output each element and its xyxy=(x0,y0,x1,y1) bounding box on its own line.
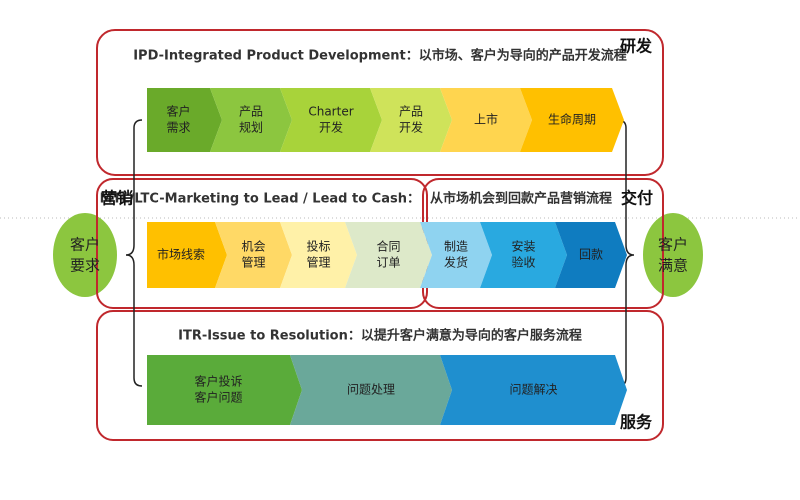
step-label: 客户 xyxy=(166,104,190,119)
step-label: 问题解决 xyxy=(509,383,557,397)
process-step xyxy=(147,355,302,425)
delivery-label: 交付 xyxy=(621,189,653,208)
circle-left-text: 要求 xyxy=(70,257,100,275)
step-label: 安装 xyxy=(511,239,535,254)
circle-left-text: 客户 xyxy=(70,236,100,254)
step-label: 投标 xyxy=(306,239,330,254)
step-label: 上市 xyxy=(474,112,498,127)
step-label: 客户投诉 xyxy=(194,374,242,389)
rd-box xyxy=(96,29,664,176)
step-label: 开发 xyxy=(399,120,423,135)
bracket-right xyxy=(617,119,635,387)
step-label: Charter xyxy=(308,105,353,119)
marketing-title: MTL/LTC-Marketing to Lead / Lead to Cash… xyxy=(100,192,420,207)
step-label: 制造 xyxy=(444,240,468,254)
bracket-left xyxy=(125,119,143,387)
step-label: 管理 xyxy=(241,255,265,270)
process-step xyxy=(210,88,292,152)
process-step xyxy=(440,355,627,425)
process-step xyxy=(440,88,532,152)
step-label: 产品 xyxy=(399,105,423,119)
step-label: 生命周期 xyxy=(548,112,596,127)
step-label: 回款 xyxy=(579,248,603,262)
process-step xyxy=(147,222,227,288)
process-step xyxy=(280,88,382,152)
step-label: 管理 xyxy=(306,255,330,270)
step-label: 订单 xyxy=(376,256,400,270)
rd-label: 研发 xyxy=(620,37,653,56)
step-label: 发货 xyxy=(444,255,468,270)
service-title: ITR-Issue to Resolution：以提升客户满意为导向的客户服务流… xyxy=(178,328,582,344)
step-label: 市场线索 xyxy=(157,247,205,262)
step-label: 开发 xyxy=(319,120,343,135)
step-label: 客户问题 xyxy=(194,390,242,405)
step-label: 验收 xyxy=(511,255,535,270)
step-label: 合同 xyxy=(376,239,400,254)
service-box xyxy=(96,310,664,441)
process-step xyxy=(520,88,624,152)
rd-title: IPD-Integrated Product Development：以市场、客… xyxy=(133,48,627,64)
circle-right xyxy=(643,213,703,297)
circle-left xyxy=(53,213,117,297)
step-label: 产品 xyxy=(239,105,263,119)
circle-right-text: 满意 xyxy=(658,257,688,275)
process-step xyxy=(370,88,452,152)
step-label: 问题处理 xyxy=(347,383,395,397)
process-step xyxy=(215,222,292,288)
marketing-label: 营销 xyxy=(101,189,133,208)
process-step xyxy=(280,222,357,288)
step-label: 规划 xyxy=(239,120,263,135)
process-step xyxy=(290,355,452,425)
delivery-title: 从市场机会到回款产品营销流程 xyxy=(430,191,612,207)
step-label: 机会 xyxy=(241,240,265,254)
circle-right-text: 客户 xyxy=(658,236,688,254)
process-step xyxy=(147,88,222,152)
process-step xyxy=(345,222,432,288)
process-step xyxy=(480,222,567,288)
process-step xyxy=(420,222,492,288)
process-step xyxy=(555,222,627,288)
step-label: 需求 xyxy=(166,121,190,135)
service-label: 服务 xyxy=(620,413,653,432)
